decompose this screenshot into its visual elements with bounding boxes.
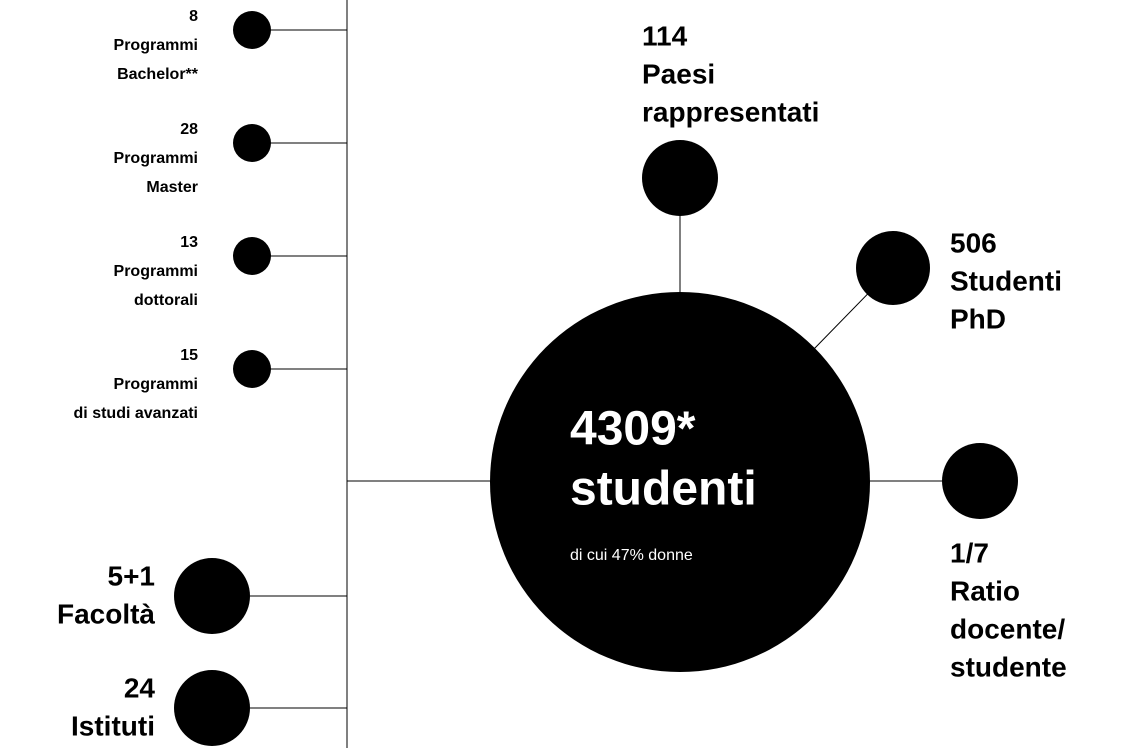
- program-label: Master: [146, 179, 198, 196]
- unit-count: 5+1: [108, 560, 156, 591]
- unit-count: 24: [124, 672, 156, 703]
- program-label: Programmi: [114, 37, 198, 54]
- stat-label: rappresentati: [642, 96, 819, 127]
- program-count: 13: [180, 234, 198, 251]
- center-note: di cui 47% donne: [570, 547, 693, 564]
- stat-count: 1/7: [950, 537, 989, 568]
- program-label: Programmi: [114, 376, 198, 393]
- node: [233, 124, 271, 162]
- program-label: Programmi: [114, 263, 198, 280]
- stat-count: 506: [950, 227, 997, 258]
- program-label: Bachelor**: [117, 66, 199, 83]
- node: [942, 443, 1018, 519]
- stat-label: Paesi: [642, 58, 715, 89]
- node: [233, 11, 271, 49]
- node: [174, 558, 250, 634]
- program-count: 15: [180, 347, 198, 364]
- program-count: 8: [189, 8, 198, 25]
- center-label: studenti: [570, 463, 757, 516]
- unit-label: Facoltà: [57, 598, 155, 629]
- node: [233, 350, 271, 388]
- stat-label: Studenti: [950, 265, 1062, 296]
- unit-label: Istituti: [71, 710, 155, 741]
- stat-label: studente: [950, 651, 1067, 682]
- center-node: [490, 292, 870, 672]
- program-label: di studi avanzati: [74, 405, 198, 422]
- stat-label: PhD: [950, 303, 1006, 334]
- center-count: 4309*: [570, 403, 696, 456]
- node: [174, 670, 250, 746]
- stat-label: Ratio: [950, 575, 1020, 606]
- node: [233, 237, 271, 275]
- node: [856, 231, 930, 305]
- program-count: 28: [180, 121, 198, 138]
- stat-label: docente/: [950, 613, 1065, 644]
- program-label: dottorali: [134, 292, 198, 309]
- node: [642, 140, 718, 216]
- program-label: Programmi: [114, 150, 198, 167]
- stat-count: 114: [642, 20, 688, 51]
